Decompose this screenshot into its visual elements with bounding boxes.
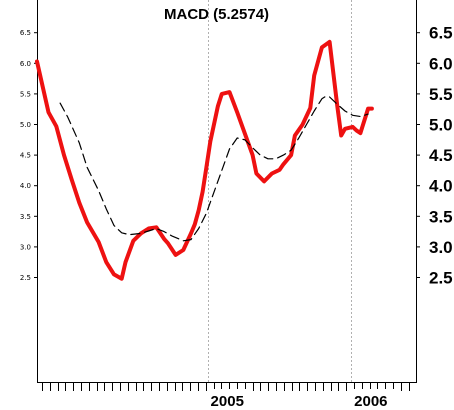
y-tick-label-right: 6.0 [429, 54, 453, 73]
series-line-signal [59, 95, 369, 242]
x-tick-label: 2006 [354, 393, 387, 410]
y-tick-label-right: 4.0 [429, 177, 453, 196]
x-tick-label: 2005 [211, 393, 244, 410]
x-label-bg [207, 389, 252, 409]
y-tick-label-left: 3.5 [20, 213, 31, 221]
series-line-macd [35, 39, 374, 281]
y-tick-label-left: 6.5 [20, 29, 31, 37]
y-tick-label-left: 6.0 [20, 60, 31, 68]
y-tick-label-left: 5.0 [20, 121, 31, 129]
chart-title: MACD (5.2574) [164, 6, 269, 23]
y-tick-label-right: 5.5 [429, 85, 453, 104]
y-tick-labels-right: 6.5 6.0 5.5 5.0 4.5 4.0 3.5 3.0 2.5 [416, 24, 453, 288]
y-tick-label-left: 4.5 [20, 152, 31, 160]
y-tick-label-left: 2.5 [20, 274, 31, 282]
series-layer [35, 39, 374, 281]
x-label-bg [351, 389, 396, 409]
y-tick-label-right: 3.5 [429, 207, 453, 226]
y-tick-label-left: 3.0 [20, 243, 31, 251]
x-tick-labels: 2005 2006 [207, 389, 396, 410]
y-tick-label-left: 4.0 [20, 182, 31, 190]
y-tick-label-right: 6.5 [429, 24, 453, 43]
x-tick-marks [42, 382, 410, 391]
y-tick-label-right: 2.5 [429, 269, 453, 288]
y-tick-label-left: 5.5 [20, 90, 31, 98]
y-tick-label-right: 5.0 [429, 116, 453, 135]
y-tick-label-right: 3.0 [429, 238, 453, 257]
y-tick-label-right: 4.5 [429, 146, 453, 165]
